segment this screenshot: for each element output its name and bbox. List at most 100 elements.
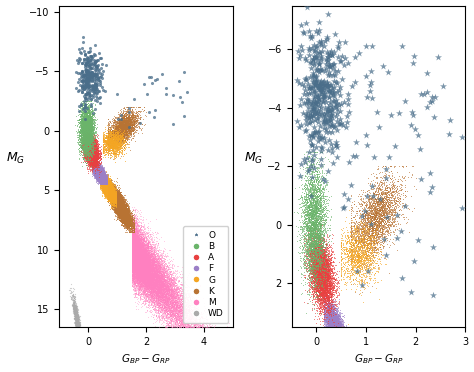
- Point: [106, 135, 113, 141]
- Point: [318, 260, 326, 266]
- Point: [97, 180, 105, 186]
- Point: [113, 192, 121, 198]
- Point: [100, 176, 108, 182]
- Point: [122, 216, 129, 222]
- Point: [166, 280, 174, 286]
- Point: [116, 211, 124, 217]
- Point: [103, 182, 110, 188]
- Point: [162, 279, 170, 285]
- Point: [160, 273, 168, 279]
- Point: [114, 197, 121, 203]
- Point: [152, 301, 160, 307]
- Point: [108, 196, 116, 202]
- Point: [350, 252, 357, 258]
- Point: [161, 291, 169, 296]
- Point: [158, 284, 166, 290]
- Point: [116, 201, 124, 207]
- Point: [179, 316, 186, 322]
- Point: [107, 186, 115, 192]
- Point: [159, 298, 167, 304]
- Point: [133, 273, 140, 279]
- Point: [321, 274, 329, 280]
- Point: [189, 329, 196, 335]
- Point: [93, 149, 101, 155]
- Point: [349, 240, 357, 246]
- Point: [95, 141, 103, 147]
- Point: [83, 150, 91, 156]
- Point: [94, 172, 102, 178]
- Point: [96, 166, 104, 172]
- Point: [132, 274, 139, 280]
- Point: [108, 194, 115, 200]
- Point: [235, 330, 243, 336]
- Point: [109, 191, 117, 197]
- Point: [143, 266, 150, 272]
- Point: [130, 262, 138, 268]
- Point: [85, 135, 92, 141]
- Point: [105, 183, 112, 189]
- Point: [132, 241, 140, 247]
- Point: [131, 252, 139, 258]
- Point: [141, 254, 149, 260]
- Point: [102, 183, 109, 189]
- Point: [170, 276, 178, 282]
- Point: [329, 321, 337, 327]
- Point: [119, 203, 127, 209]
- Point: [133, 237, 141, 243]
- Point: [105, 189, 113, 195]
- Point: [138, 249, 146, 255]
- Point: [335, 313, 343, 319]
- Point: [190, 320, 198, 326]
- Point: [104, 186, 112, 192]
- Point: [96, 170, 103, 176]
- Point: [102, 173, 110, 179]
- Point: [120, 119, 128, 125]
- Point: [132, 257, 140, 263]
- Point: [185, 323, 192, 328]
- Point: [338, 316, 346, 322]
- Point: [151, 278, 159, 283]
- Point: [371, 207, 378, 213]
- Point: [320, 289, 328, 295]
- Point: [101, 185, 109, 191]
- Point: [104, 184, 111, 190]
- Point: [132, 250, 139, 256]
- Point: [120, 211, 128, 217]
- Point: [330, 315, 338, 321]
- Point: [128, 247, 136, 253]
- Point: [120, 205, 128, 211]
- Point: [83, 152, 91, 158]
- Point: [140, 257, 147, 263]
- Point: [309, 246, 316, 252]
- Point: [319, 252, 327, 258]
- Point: [347, 260, 355, 266]
- Point: [330, 318, 337, 324]
- Point: [113, 208, 120, 214]
- Point: [144, 258, 152, 264]
- Point: [104, 183, 111, 189]
- Point: [150, 276, 158, 282]
- Point: [130, 252, 137, 258]
- Point: [109, 139, 117, 145]
- Point: [156, 294, 164, 299]
- Point: [124, 217, 132, 222]
- Point: [203, 330, 211, 336]
- Point: [136, 268, 144, 274]
- Point: [96, 180, 104, 186]
- Point: [92, 173, 100, 179]
- Point: [103, 184, 110, 190]
- Point: [78, 60, 85, 66]
- Point: [109, 194, 117, 200]
- Point: [317, 235, 325, 241]
- Point: [105, 129, 112, 135]
- Point: [311, 258, 319, 264]
- Point: [142, 247, 149, 253]
- Point: [69, 302, 76, 308]
- Point: [117, 201, 125, 207]
- Point: [84, 139, 91, 145]
- Point: [122, 138, 129, 144]
- Point: [88, 149, 95, 155]
- Point: [106, 190, 113, 196]
- Point: [105, 189, 113, 195]
- Point: [107, 192, 114, 198]
